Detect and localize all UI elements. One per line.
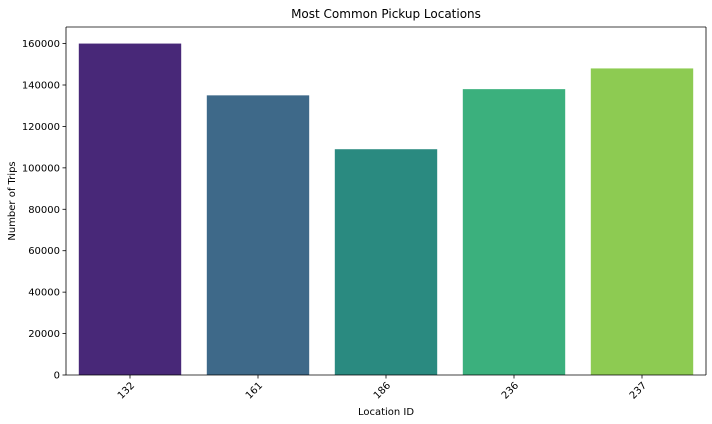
bars-group [78, 43, 694, 376]
y-axis-label: Number of Trips [7, 161, 18, 240]
y-tick-label-0: 0 [54, 371, 60, 382]
y-tick-label-140000: 140000 [22, 81, 60, 92]
y-tick-label-80000: 80000 [28, 205, 60, 216]
y-tick-label-160000: 160000 [22, 39, 60, 50]
y-axis-ticks: 0 20000 40000 60000 80000 100000 120000 140000 1… [22, 39, 66, 382]
y-tick-label-60000: 60000 [28, 246, 60, 257]
y-tick-label-100000: 100000 [22, 163, 60, 174]
y-tick-label-20000: 20000 [28, 329, 60, 340]
y-tick-label-40000: 40000 [28, 288, 60, 299]
bar-132 [78, 43, 182, 375]
bar-186 [334, 149, 438, 375]
bar-236 [462, 89, 566, 376]
y-tick-label-120000: 120000 [22, 122, 60, 133]
bar-161 [206, 95, 310, 375]
x-axis-label: Location ID [358, 407, 414, 418]
bar-237 [590, 68, 694, 375]
plot-area: 0 20000 40000 60000 80000 100000 120000 140000 1… [22, 26, 707, 402]
chart-title: Most Common Pickup Locations [291, 7, 481, 21]
